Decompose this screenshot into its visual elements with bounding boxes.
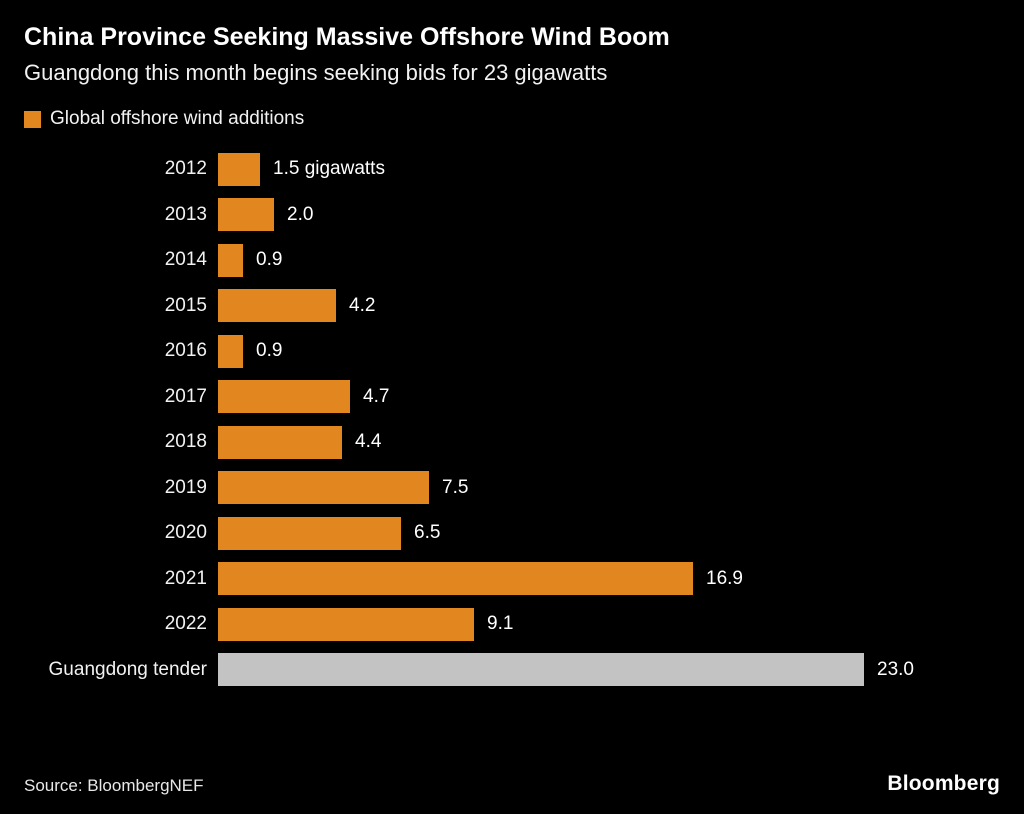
bar-track: 23.0	[218, 653, 914, 687]
bar	[218, 152, 260, 186]
bar-track: 4.2	[218, 289, 376, 323]
bar-track: 6.5	[218, 516, 441, 550]
chart-row: 2017 4.7	[0, 374, 1024, 420]
value-label: 6.5	[414, 522, 441, 544]
value-label: 9.1	[487, 613, 514, 635]
value-label: 1.5 gigawatts	[273, 158, 385, 180]
bar-track: 2.0	[218, 198, 314, 232]
category-label: 2019	[164, 476, 207, 498]
chart-row: 2012 1.5 gigawatts	[0, 146, 1024, 192]
category-label: Guangdong tender	[48, 658, 207, 680]
bar-track: 4.4	[218, 425, 382, 459]
bar-track: 1.5 gigawatts	[218, 152, 385, 186]
bar	[218, 425, 342, 459]
category-label: 2022	[164, 613, 207, 635]
chart-row: 2014 0.9	[0, 237, 1024, 283]
category-label: 2018	[164, 431, 207, 453]
value-label: 4.7	[363, 385, 390, 407]
value-label: 4.2	[349, 294, 376, 316]
value-label: 0.9	[256, 340, 283, 362]
category-label: 2014	[164, 249, 207, 271]
bar	[218, 380, 350, 414]
bar	[218, 334, 243, 368]
chart-row: 2021 16.9	[0, 556, 1024, 602]
bar	[218, 653, 864, 687]
category-label: 2013	[164, 203, 207, 225]
bloomberg-logo: Bloomberg	[887, 772, 1000, 795]
category-label: 2012	[164, 158, 207, 180]
category-label: 2016	[164, 340, 207, 362]
chart-header: China Province Seeking Massive Offshore …	[0, 0, 1024, 86]
category-label: 2015	[164, 294, 207, 316]
chart-row: 2019 7.5	[0, 465, 1024, 511]
chart-legend: Global offshore wind additions	[24, 108, 1024, 130]
bar	[218, 243, 243, 277]
chart-row: Guangdong tender 23.0	[0, 647, 1024, 693]
category-label: 2020	[164, 522, 207, 544]
bar	[218, 289, 336, 323]
value-label: 0.9	[256, 249, 283, 271]
chart-footer: Source: BloombergNEF Bloomberg	[24, 772, 1000, 796]
chart-subtitle: Guangdong this month begins seeking bids…	[24, 60, 608, 85]
bar-track: 4.7	[218, 380, 390, 414]
chart-row: 2013 2.0	[0, 192, 1024, 238]
bar-chart: 2012 1.5 gigawatts 2013 2.0 2014 0.9 2015 4.2 20…	[0, 146, 1024, 692]
value-label: 23.0	[877, 658, 914, 680]
bar-track: 7.5	[218, 471, 469, 505]
chart-row: 2018 4.4	[0, 419, 1024, 465]
bar	[218, 516, 401, 550]
chart-row: 2022 9.1	[0, 601, 1024, 647]
value-label: 2.0	[287, 203, 314, 225]
bar	[218, 198, 274, 232]
legend-label: Global offshore wind additions	[50, 108, 305, 130]
bar	[218, 607, 474, 641]
chart-row: 2016 0.9	[0, 328, 1024, 374]
source-credit: Source: BloombergNEF	[24, 776, 204, 795]
bar-track: 16.9	[218, 562, 743, 596]
value-label: 16.9	[706, 567, 743, 589]
bar	[218, 471, 429, 505]
legend-swatch-icon	[24, 110, 41, 128]
value-label: 4.4	[355, 431, 382, 453]
category-label: 2017	[164, 385, 207, 407]
bar-track: 9.1	[218, 607, 514, 641]
chart-row: 2020 6.5	[0, 510, 1024, 556]
bar-track: 0.9	[218, 334, 283, 368]
chart-row: 2015 4.2	[0, 283, 1024, 329]
chart-title: China Province Seeking Massive Offshore …	[24, 23, 670, 51]
category-label: 2021	[164, 567, 207, 589]
bar-track: 0.9	[218, 243, 283, 277]
bar	[218, 562, 693, 596]
value-label: 7.5	[442, 476, 469, 498]
